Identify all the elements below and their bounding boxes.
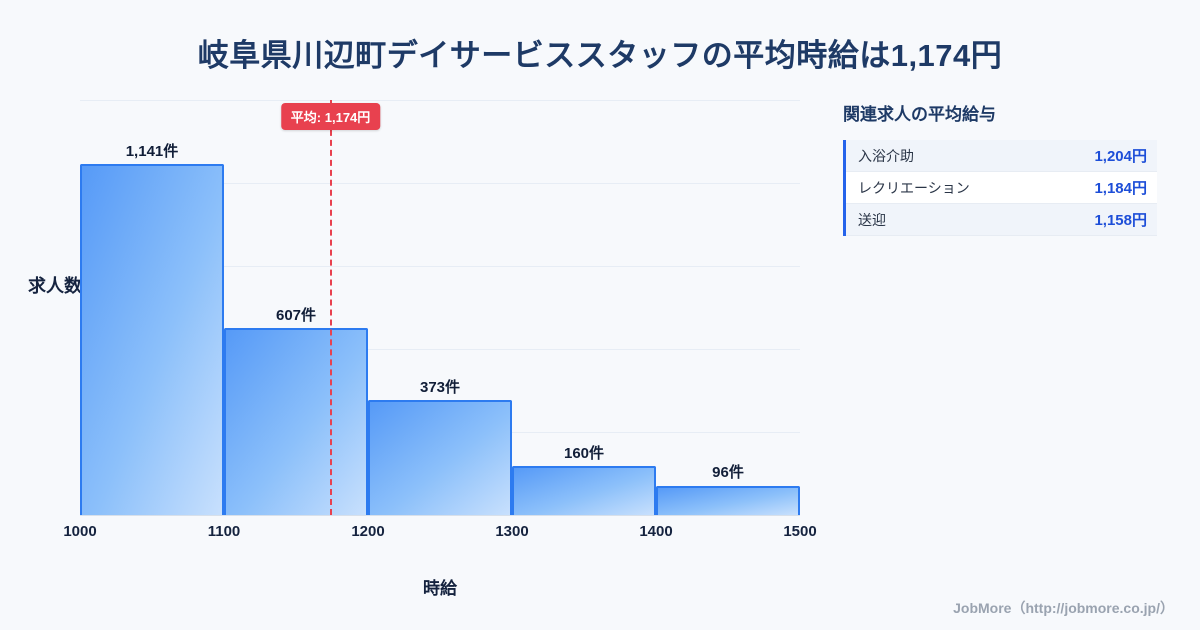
job-type-label: 入浴介助 [858, 147, 914, 164]
related-salary-table: 入浴介助 1,204円レクリエーション 1,184円送迎 1,158円 [843, 140, 1157, 236]
x-tick: 1100 [207, 523, 241, 540]
gridline [80, 183, 800, 184]
y-axis-label: 求人数 [28, 276, 82, 296]
salary-row: 送迎 1,158円 [846, 204, 1157, 236]
x-tick: 1400 [639, 523, 673, 540]
histogram-plot: 1,141件 607件 373件 160件 96件 平均: 1,174円 [80, 100, 800, 516]
bar-count-label: 1,141件 [125, 143, 179, 161]
histogram-bar-1100-1200 [224, 328, 368, 515]
x-axis-ticks: 1000 1100 1200 1300 1400 1500 [63, 523, 816, 543]
bar-count-label: 607件 [275, 307, 317, 325]
histogram-bar-1200-1300 [368, 400, 512, 515]
salary-value: 1,158円 [1094, 212, 1147, 229]
x-tick: 1200 [351, 523, 385, 540]
x-tick: 1000 [63, 523, 97, 540]
salary-row: 入浴介助 1,204円 [846, 140, 1157, 172]
histogram-bar-1400-1500 [656, 485, 800, 515]
job-type-label: レクリエーション [858, 179, 970, 196]
salary-value: 1,204円 [1094, 148, 1147, 165]
histogram-bar-1000-1100 [80, 164, 224, 515]
bar-count-label: 373件 [419, 379, 461, 397]
page-title: 岐阜県川辺町デイサービススタッフの平均時給は1,174円 [197, 38, 1003, 73]
bar-count-label: 160件 [563, 444, 605, 462]
bar-count-label: 96件 [712, 464, 744, 482]
average-badge: 平均: 1,174円 [280, 103, 381, 130]
histogram-bar-1300-1400 [512, 465, 656, 515]
site-credit: JobMore（http://jobmore.co.jp/） [953, 600, 1174, 616]
x-tick: 1500 [783, 523, 817, 540]
x-axis-label: 時給 [423, 579, 457, 598]
gridline [80, 266, 800, 267]
salary-row: レクリエーション 1,184円 [846, 172, 1157, 204]
job-type-label: 送迎 [858, 211, 886, 228]
average-line [329, 100, 332, 515]
gridline [80, 349, 800, 350]
x-tick: 1300 [495, 523, 529, 540]
related-salary-heading: 関連求人の平均給与 [843, 105, 996, 124]
salary-value: 1,184円 [1094, 180, 1147, 197]
gridline [80, 100, 800, 101]
